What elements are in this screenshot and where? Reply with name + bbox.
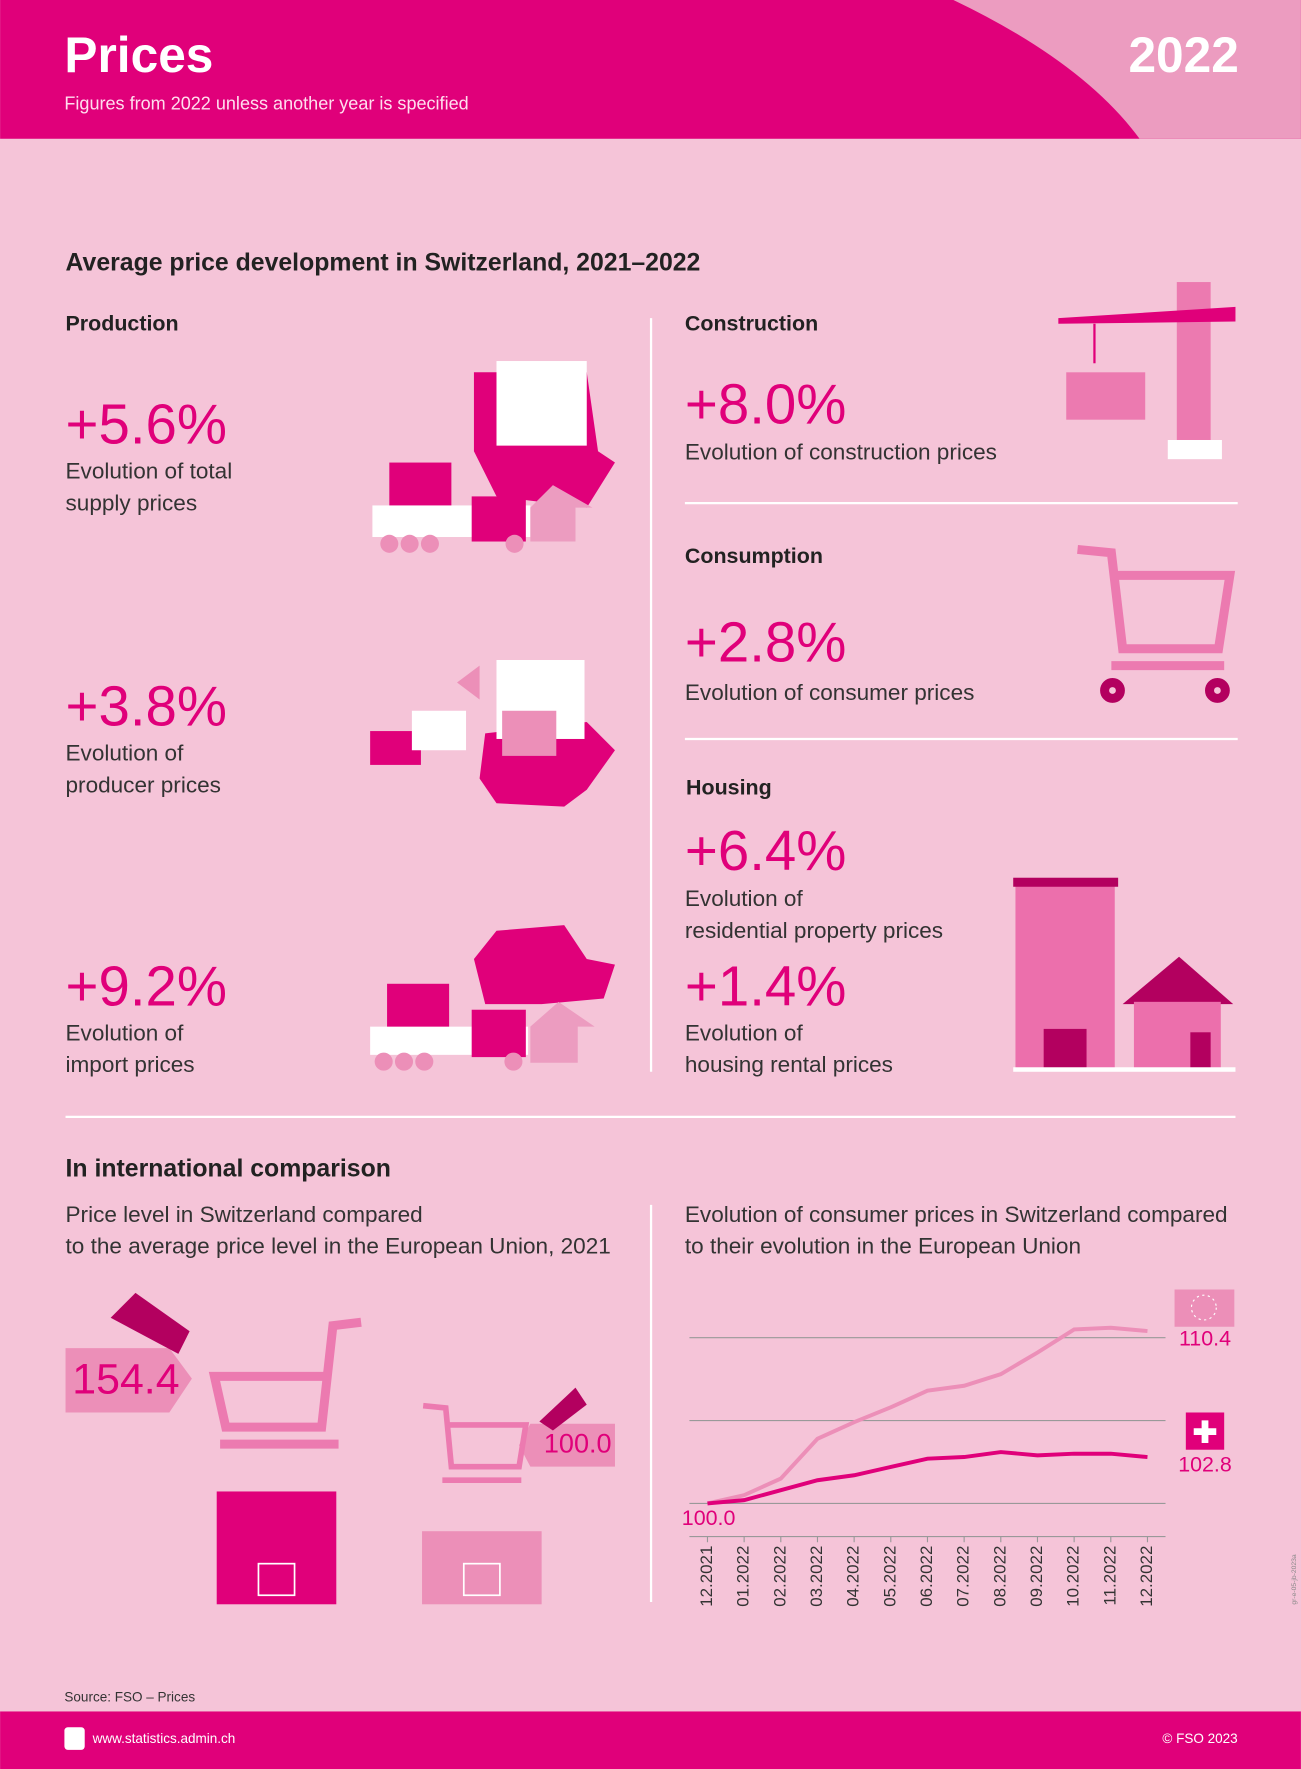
value-label: 100.0	[544, 1427, 612, 1458]
heading: Housing	[686, 775, 772, 799]
x-tick-label: 08.2022	[990, 1546, 1009, 1607]
value-label: 100.0	[682, 1506, 736, 1530]
housing-icon	[1013, 877, 1236, 1072]
production-icon	[372, 361, 615, 553]
caption: to their evolution in the European Union	[685, 1234, 1081, 1259]
footer-band	[0, 1711, 1301, 1769]
series-line	[707, 1450, 1148, 1506]
year: 2022	[1128, 27, 1238, 83]
x-tick-label: 05.2022	[880, 1546, 899, 1607]
x-tick-label: 12.2022	[1137, 1546, 1156, 1607]
big-value: +5.6%	[66, 393, 227, 456]
eu-stars	[1190, 1294, 1217, 1321]
import-icon	[370, 925, 615, 1071]
x-tick-label: 06.2022	[917, 1546, 936, 1607]
value-label: 154.4	[72, 1355, 179, 1403]
caption: Evolution of consumer prices in Switzerl…	[685, 1202, 1228, 1227]
value-label: 102.8	[1178, 1453, 1232, 1477]
cart-icon	[1077, 544, 1236, 703]
flag-mark	[462, 1562, 501, 1597]
label: import prices	[66, 1052, 195, 1077]
label: residential property prices	[685, 918, 943, 943]
big-value: +3.8%	[66, 675, 227, 738]
price-tag-icons	[65, 1292, 615, 1484]
x-tick-label: 11.2022	[1100, 1546, 1119, 1606]
x-tick-label: 01.2022	[734, 1546, 753, 1607]
copyright: © FSO 2023	[1162, 1731, 1237, 1746]
caption: to the average price level in the Europe…	[66, 1234, 611, 1259]
code: gr-e-05-jb-2023a	[1291, 1554, 1298, 1605]
heading: Construction	[685, 312, 818, 336]
label: housing rental prices	[685, 1052, 893, 1077]
big-value: +2.8%	[685, 610, 846, 673]
label: Evolution of	[66, 1021, 185, 1046]
big-value: +8.0%	[685, 372, 846, 435]
price-level-square	[422, 1531, 542, 1605]
heading: Production	[66, 312, 179, 336]
section-title: In international comparison	[66, 1155, 391, 1182]
caption: Price level in Switzerland compared	[66, 1202, 423, 1227]
x-tick-label: 03.2022	[807, 1546, 826, 1607]
header-wedge	[953, 0, 1301, 139]
x-tick-label: 02.2022	[770, 1546, 789, 1607]
label: supply prices	[66, 490, 198, 515]
label: Evolution of	[66, 741, 185, 766]
big-value: +6.4%	[685, 819, 846, 882]
label: Evolution of construction prices	[685, 439, 997, 464]
label: Evolution of	[685, 1021, 804, 1046]
big-value: +1.4%	[685, 954, 846, 1017]
eu-flag	[1174, 1289, 1235, 1327]
x-tick-label: 04.2022	[844, 1546, 863, 1607]
series-line	[707, 1325, 1148, 1506]
crane-icon	[1058, 282, 1236, 460]
logo	[64, 1727, 85, 1750]
x-tick-label: 10.2022	[1064, 1546, 1083, 1607]
ch-cross	[1193, 1420, 1217, 1443]
label: Evolution of consumer prices	[685, 680, 975, 705]
title: Prices	[64, 27, 213, 83]
x-tick-label: 09.2022	[1027, 1546, 1046, 1607]
subtitle: Figures from 2022 unless another year is…	[64, 94, 468, 114]
section-title: Average price development in Switzerland…	[66, 250, 701, 277]
label: Evolution of	[685, 886, 804, 911]
x-tick-label: 07.2022	[954, 1546, 973, 1607]
flag-mark	[257, 1562, 296, 1597]
label: producer prices	[66, 772, 221, 797]
source: Source: FSO – Prices	[64, 1690, 195, 1705]
value-label: 110.4	[1179, 1327, 1231, 1351]
producer-icon	[370, 659, 615, 807]
x-tick-label: 12.2021	[697, 1546, 716, 1607]
label: Evolution of total	[66, 459, 233, 484]
price-level-square	[216, 1491, 337, 1605]
big-value: +9.2%	[66, 954, 227, 1017]
url[interactable]: www.statistics.admin.ch	[92, 1731, 236, 1746]
heading: Consumption	[685, 544, 823, 568]
